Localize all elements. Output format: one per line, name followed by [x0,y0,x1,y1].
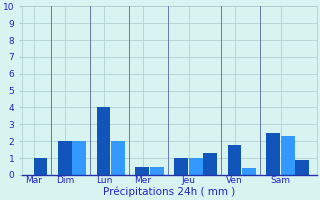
Bar [203,153,217,175]
X-axis label: Précipitations 24h ( mm ): Précipitations 24h ( mm ) [103,187,236,197]
Bar [174,158,188,175]
Bar [242,168,256,175]
Bar [72,141,86,175]
Bar [281,136,295,175]
Bar [266,133,280,175]
Bar [295,160,309,175]
Bar [228,145,241,175]
Bar [34,158,47,175]
Bar [97,107,110,175]
Bar [111,141,125,175]
Bar [189,158,203,175]
Bar [135,167,149,175]
Bar [58,141,72,175]
Bar [150,167,164,175]
